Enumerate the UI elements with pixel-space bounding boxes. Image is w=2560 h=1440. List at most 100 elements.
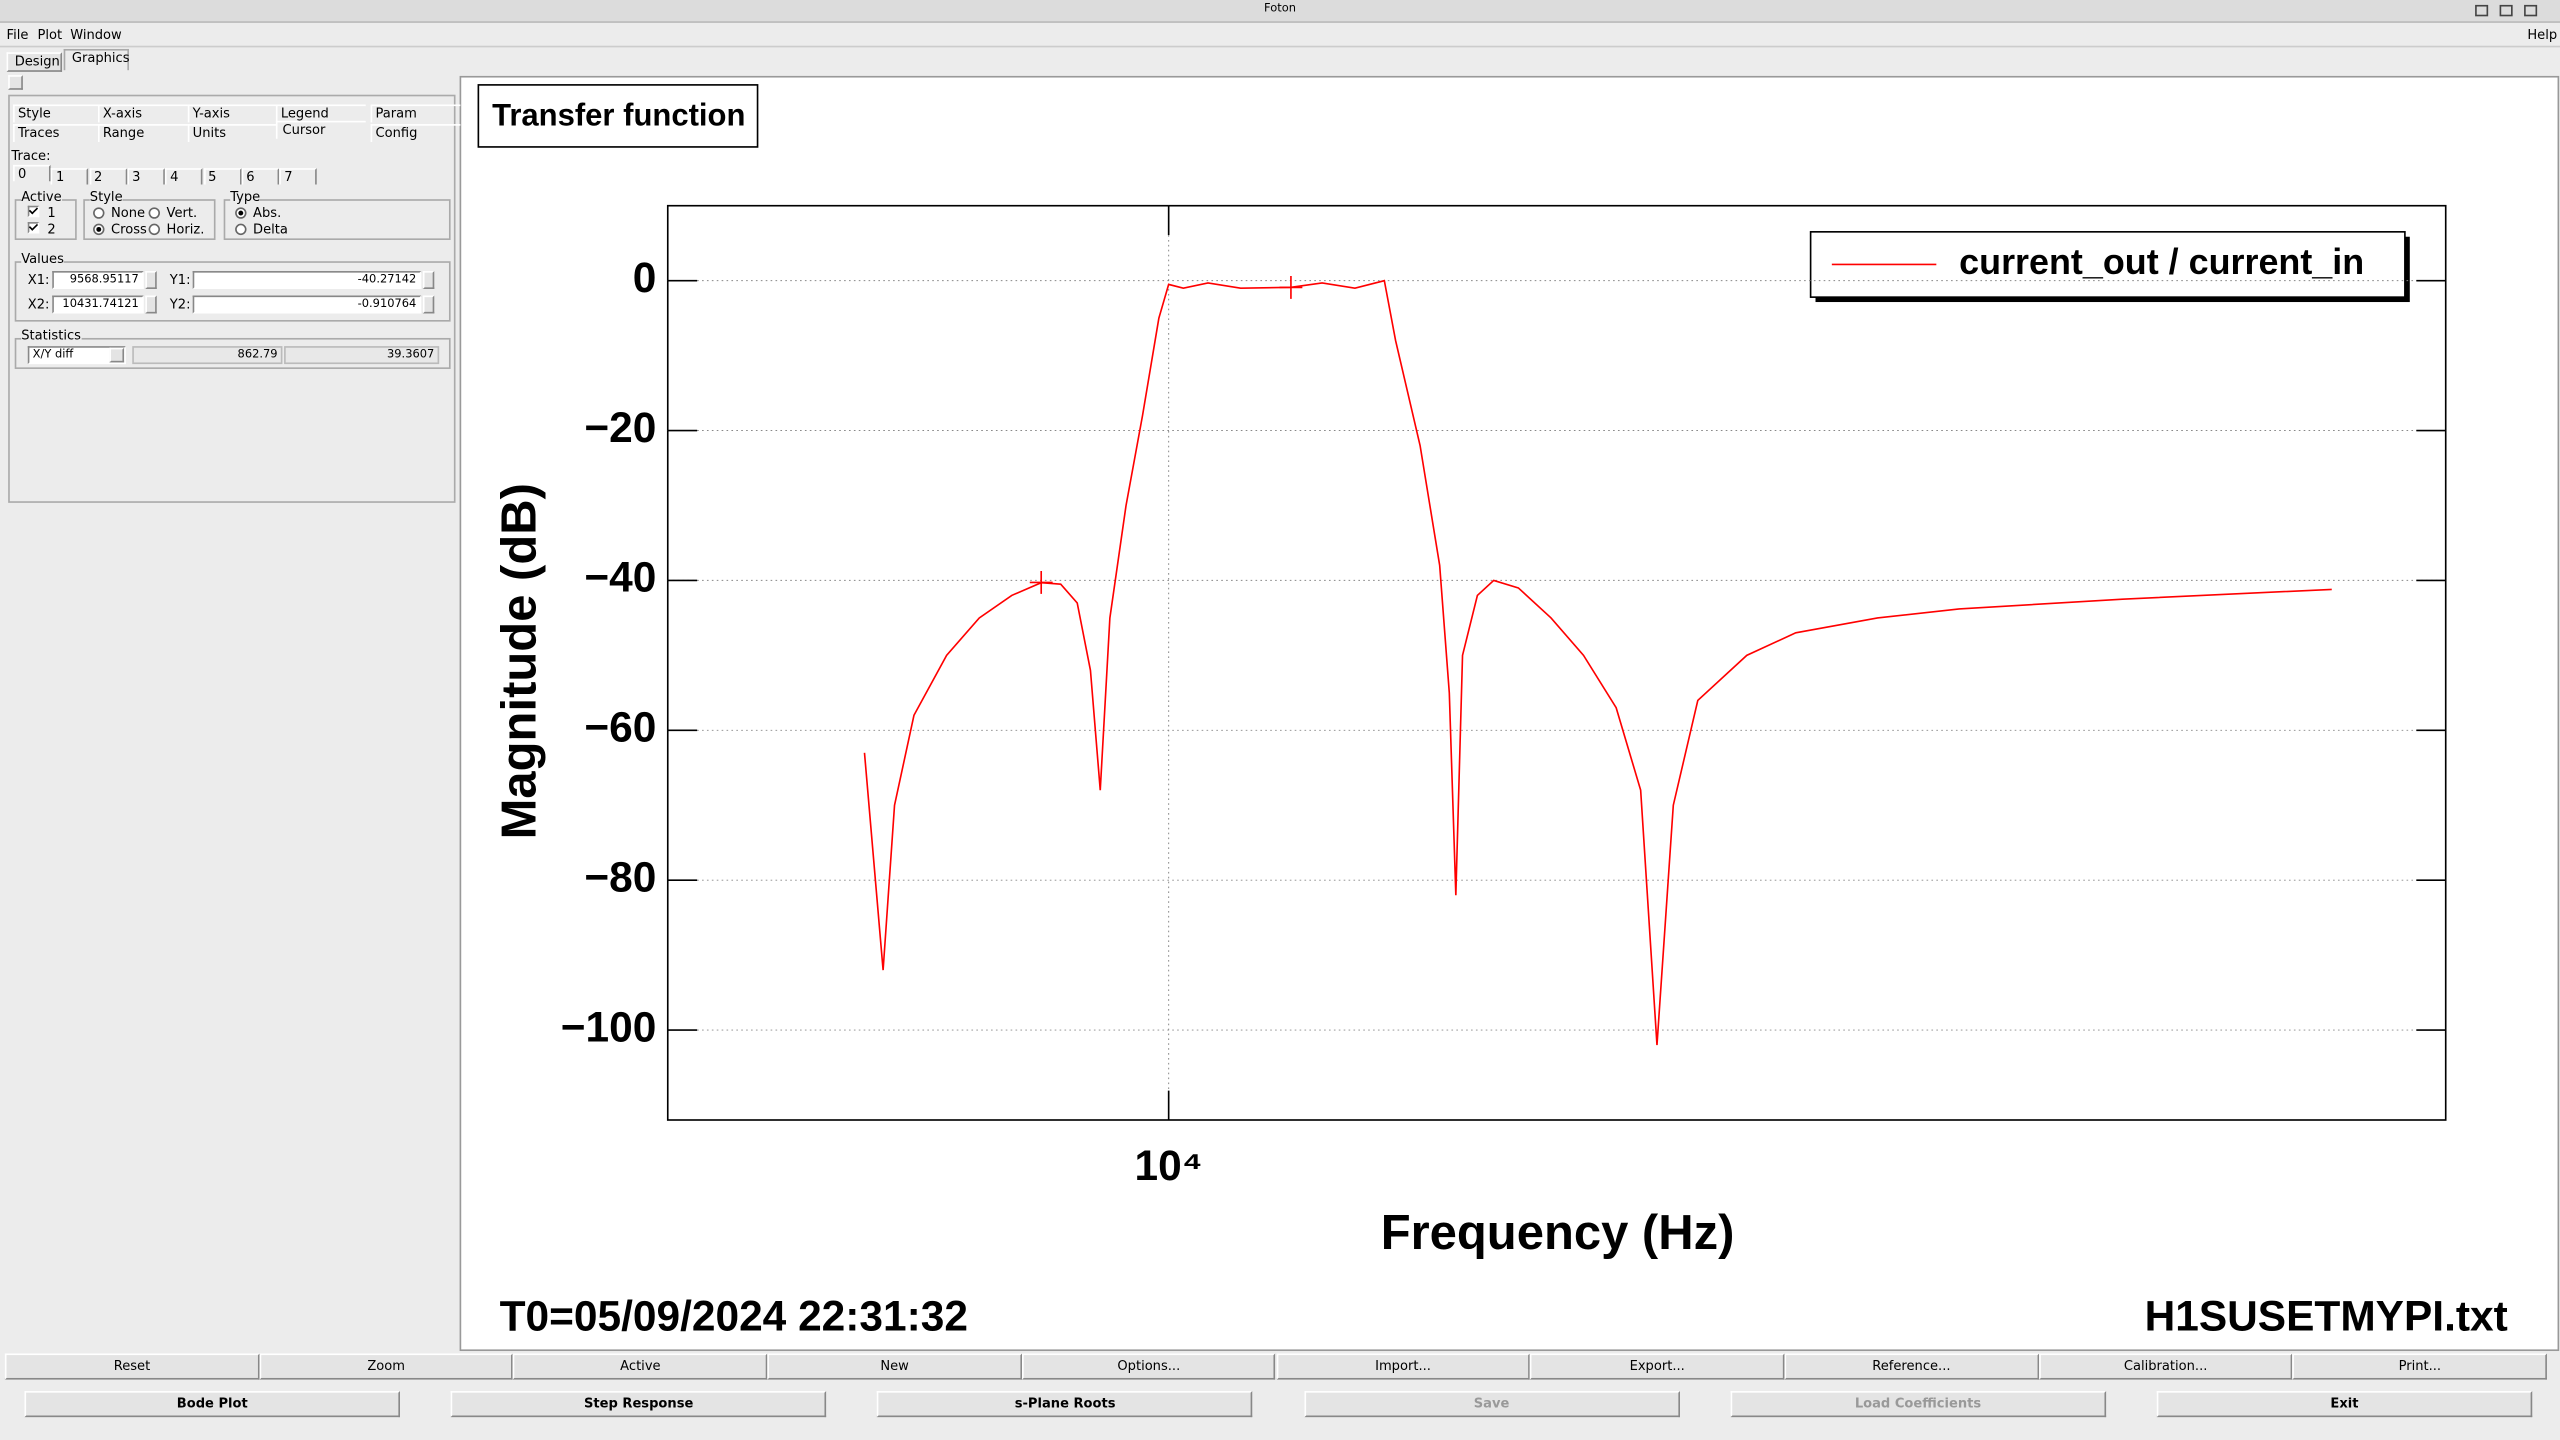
trace-tab[interactable]: 3 xyxy=(127,168,165,185)
trace-tab[interactable]: 5 xyxy=(203,168,241,185)
checkbox[interactable] xyxy=(27,205,40,218)
radio[interactable] xyxy=(148,223,160,236)
radio[interactable] xyxy=(93,207,105,219)
trace-tab[interactable]: 2 xyxy=(89,168,127,185)
group-label: Statistics xyxy=(21,328,81,343)
toolbar-button[interactable]: Active xyxy=(513,1353,768,1380)
bottom-button: Load Coefficients xyxy=(1730,1391,2106,1418)
toolbar-button[interactable]: Export... xyxy=(1530,1353,1785,1380)
field-label: X1: xyxy=(27,272,50,288)
radio[interactable] xyxy=(235,223,247,236)
toolbar-button[interactable]: Zoom xyxy=(259,1353,514,1380)
subtab-selected[interactable]: Cursor xyxy=(275,120,366,139)
title-box xyxy=(477,84,759,148)
radio-label: None xyxy=(111,205,146,221)
menu-item[interactable]: File xyxy=(6,27,29,43)
stat-dropdown[interactable]: X/Y diff xyxy=(27,346,126,365)
value-field[interactable]: -40.27142 xyxy=(192,271,422,289)
values-group xyxy=(14,261,451,322)
style-group xyxy=(83,199,216,240)
trace-tab[interactable]: 1 xyxy=(51,168,89,185)
radio-dot xyxy=(238,210,244,216)
bottom-button[interactable]: s-Plane Roots xyxy=(877,1391,1253,1418)
type-group xyxy=(223,199,451,240)
bottom-button[interactable]: Step Response xyxy=(450,1391,827,1418)
trace-tab[interactable]: 7 xyxy=(279,168,317,185)
radio-label: Horiz. xyxy=(166,222,205,237)
collapse-button[interactable] xyxy=(8,75,23,90)
toolbar-button[interactable]: Print... xyxy=(2292,1353,2547,1380)
toolbar-button[interactable]: Options... xyxy=(1021,1353,1276,1380)
radio-label: Abs. xyxy=(253,205,282,221)
subtab[interactable]: Config xyxy=(370,124,461,143)
radio[interactable] xyxy=(148,207,160,219)
window-close-button[interactable] xyxy=(2524,4,2538,17)
menu-item[interactable]: Window xyxy=(70,27,122,43)
window-min-button[interactable] xyxy=(2475,4,2489,17)
subtab[interactable]: Param xyxy=(370,104,461,123)
value-field[interactable]: -0.910764 xyxy=(192,295,422,314)
toolbar-button[interactable]: Import... xyxy=(1275,1353,1531,1380)
dropdown-arrow[interactable] xyxy=(109,347,125,363)
field-label: Y2: xyxy=(169,297,191,312)
menu-help[interactable]: Help xyxy=(2527,27,2558,43)
toolbar-button[interactable]: New xyxy=(767,1353,1022,1380)
cursor-cross xyxy=(1029,571,1053,594)
field-label: Y1: xyxy=(169,272,191,288)
subtab[interactable]: Traces xyxy=(13,124,103,143)
tab[interactable]: Design xyxy=(6,52,63,72)
trace-tab-selected[interactable]: 0 xyxy=(13,164,51,182)
checkbox-label: 2 xyxy=(47,222,56,237)
trace-tab[interactable]: 4 xyxy=(165,168,203,185)
trace-label: Trace: xyxy=(11,148,51,164)
bottom-button[interactable]: Exit xyxy=(2156,1391,2533,1418)
stat-field: 39.3607 xyxy=(284,346,440,365)
toolbar-button[interactable]: Reset xyxy=(4,1353,260,1380)
value-field[interactable]: 10431.74121 xyxy=(52,295,144,314)
toolbar-button[interactable]: Calibration... xyxy=(2038,1353,2293,1380)
file-label: H1SUSETMYPI.txt xyxy=(2145,1292,2508,1339)
trace-line xyxy=(863,279,2332,1046)
radio-label: Cross xyxy=(111,222,147,237)
spin-button[interactable] xyxy=(145,295,157,314)
y-tick-label: −100 xyxy=(561,1003,657,1050)
y-tick-label: 0 xyxy=(633,254,657,301)
stat-field: 862.79 xyxy=(132,346,283,365)
y-tick-label: −80 xyxy=(584,853,656,900)
subtab[interactable]: Y-axis xyxy=(187,104,278,123)
plot-frame xyxy=(666,204,2447,1121)
subtab[interactable]: Legend xyxy=(275,104,366,123)
bottom-button: Save xyxy=(1303,1391,1680,1418)
value-field[interactable]: 9568.95117 xyxy=(52,271,144,289)
cursor-cross xyxy=(1279,276,1303,299)
bottom-button[interactable]: Bode Plot xyxy=(24,1391,400,1418)
statistics-group xyxy=(14,337,451,369)
y-axis-label: Magnitude (dB) xyxy=(492,483,546,839)
radio-label: Delta xyxy=(253,222,288,237)
menu-bar xyxy=(0,24,2560,48)
subtab[interactable]: Units xyxy=(187,124,278,143)
toolbar-button[interactable]: Reference... xyxy=(1784,1353,2039,1380)
group-label: Active xyxy=(21,189,62,205)
window-max-button[interactable] xyxy=(2499,4,2513,17)
radio-label: Vert. xyxy=(166,205,198,221)
subtab[interactable]: X-axis xyxy=(97,104,188,123)
spin-button[interactable] xyxy=(422,295,435,314)
subtab[interactable]: Style xyxy=(13,104,103,123)
menu-item[interactable]: Plot xyxy=(37,27,63,43)
panel xyxy=(8,94,456,503)
spin-button[interactable] xyxy=(422,271,435,289)
checkbox-label: 1 xyxy=(47,205,56,221)
spin-button[interactable] xyxy=(145,271,157,289)
y-tick-label: −40 xyxy=(584,554,656,601)
checkbox[interactable] xyxy=(27,222,40,234)
x-tick-label: 10⁴ xyxy=(1135,1142,1203,1189)
subtab[interactable]: Range xyxy=(97,124,188,143)
group-label: Style xyxy=(89,189,123,205)
legend-label: current_out / current_in xyxy=(1959,241,2364,282)
tab-selected[interactable]: Graphics xyxy=(63,48,130,71)
trace-tab[interactable]: 6 xyxy=(241,168,279,185)
